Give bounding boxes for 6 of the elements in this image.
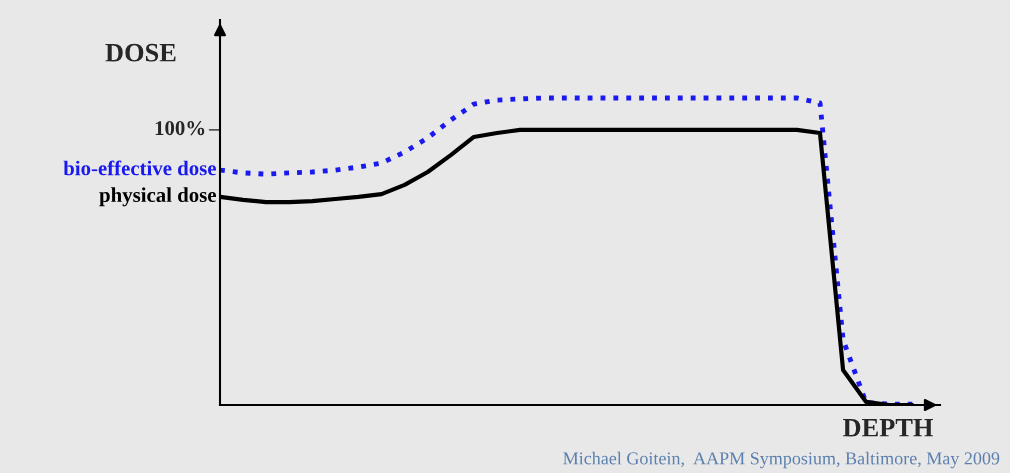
text: 100% <box>155 121 205 136</box>
y-axis-title: DOSE <box>105 43 176 62</box>
text: Michael Goitein, AAPM Symposium, Baltimore, May 2009 <box>563 451 1000 469</box>
series-label: physical dose <box>99 187 216 207</box>
x-axis-title: DEPTH <box>843 419 934 437</box>
series-label: bio-effective dose <box>63 160 216 176</box>
